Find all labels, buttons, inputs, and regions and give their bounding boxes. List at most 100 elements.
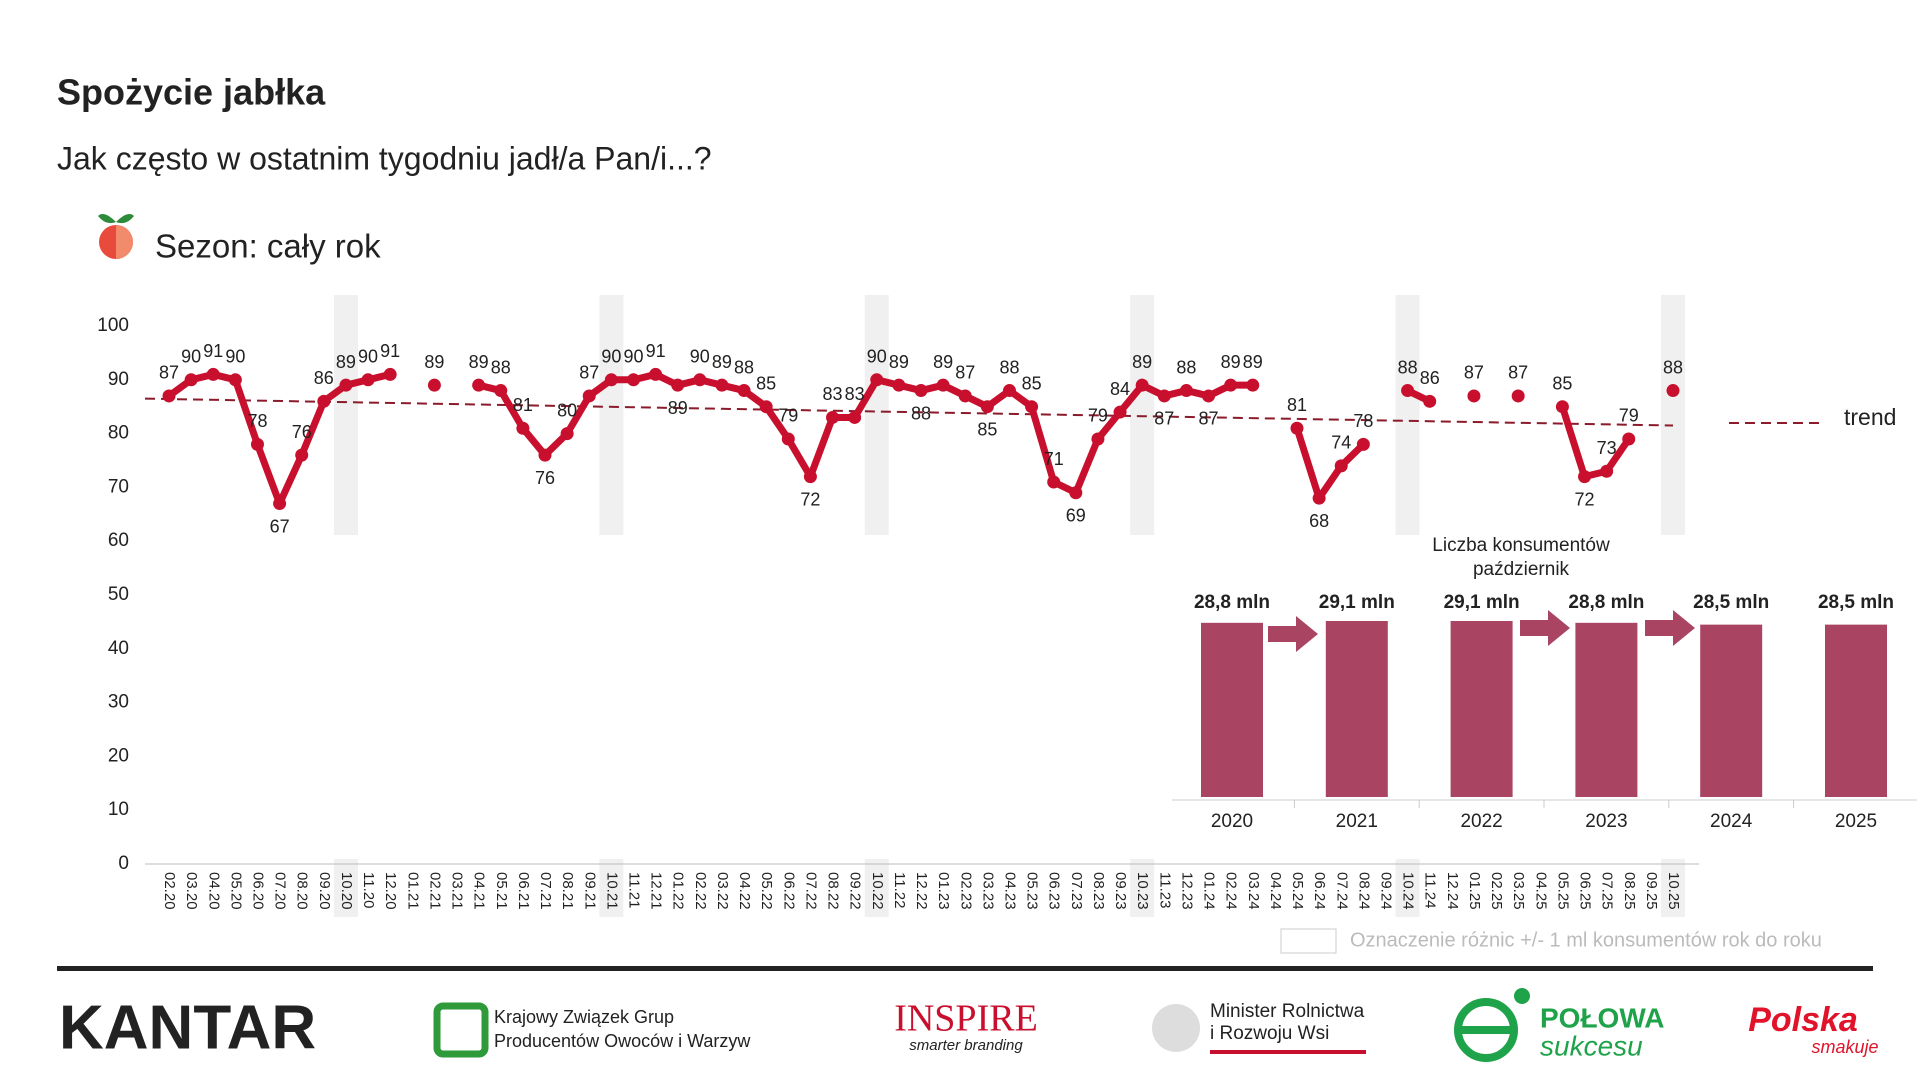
logo-polowa-line: POŁOWA [1540, 1002, 1664, 1033]
x-tick-label: 07.20 [272, 872, 289, 910]
data-label: 89 [424, 352, 444, 372]
x-tick-label: 03.24 [1245, 872, 1262, 910]
point [1047, 475, 1061, 489]
line-chart: 0 10 20 30 40 50 60 70 80 90 100 02.20 03.20 04.20 05.… [97, 295, 1896, 917]
x-tick-label: 04.25 [1532, 872, 1549, 910]
logo-minister-line: i Rozwoju Wsi [1210, 1023, 1329, 1044]
highlight-band [333, 295, 358, 535]
point [383, 367, 397, 381]
data-label: 85 [977, 419, 997, 439]
x-tick-label: 02.21 [426, 872, 443, 910]
data-label: 85 [756, 373, 776, 393]
y-tick-label: 60 [108, 530, 129, 551]
x-tick-label: 04.23 [1002, 872, 1019, 910]
point [1578, 470, 1592, 484]
data-label: 90 [867, 347, 887, 367]
data-label: 84 [1110, 379, 1130, 399]
data-label: 90 [225, 347, 245, 367]
highlight-band [1661, 295, 1685, 535]
x-tick-label: 06.21 [515, 872, 532, 910]
x-tick-label: 07.24 [1333, 872, 1350, 910]
data-label: 90 [358, 347, 378, 367]
x-tick-label: 07.21 [537, 872, 554, 910]
x-tick-label: 09.21 [581, 872, 598, 910]
x-tick-label: 04.24 [1267, 872, 1284, 910]
data-label: 80 [557, 400, 577, 420]
x-tick-label: 10.22 [869, 872, 886, 910]
point [1511, 389, 1525, 403]
logo-minister: Minister Rolnictwa i Rozwoju Wsi [1152, 1001, 1366, 1054]
trend-legend: trend [1844, 404, 1896, 430]
data-label: 88 [1176, 357, 1196, 377]
data-label: 90 [623, 347, 643, 367]
highlight-band [1661, 859, 1685, 917]
point [339, 378, 353, 392]
data-label: 81 [1287, 395, 1307, 415]
x-tick-label: 10.20 [338, 872, 355, 910]
y-tick-label: 70 [108, 476, 129, 497]
data-label: 90 [690, 347, 710, 367]
point [560, 427, 574, 441]
highlight-band [1395, 859, 1420, 917]
highlight-legend: Oznaczenie różnic +/- 1 ml konsumentów r… [1350, 929, 1822, 951]
logo-kzgp-line: Krajowy Związek Grup [494, 1007, 674, 1027]
data-label: 81 [513, 395, 533, 415]
data-label: 76 [292, 422, 312, 442]
x-tick-label: 02.23 [957, 872, 974, 910]
highlight-band [1395, 295, 1420, 535]
point [206, 367, 220, 381]
point [1025, 400, 1039, 414]
x-tick-label: 06.22 [780, 872, 797, 910]
data-label: 87 [1199, 409, 1219, 429]
point [1202, 389, 1216, 403]
point [626, 373, 640, 387]
x-tick-label: 05.23 [1024, 872, 1041, 910]
point [1600, 464, 1614, 478]
point [1246, 378, 1260, 392]
highlight-band [1130, 295, 1155, 535]
x-tick-label: 05.25 [1554, 872, 1571, 910]
inset-title: październik [1473, 559, 1570, 580]
x-tick-label: 09.23 [1112, 872, 1129, 910]
data-label: 87 [159, 363, 179, 383]
point [1666, 384, 1680, 398]
x-tick-label: 07.23 [1068, 872, 1085, 910]
y-tick-label: 90 [108, 369, 129, 390]
x-tick-label: 09.24 [1378, 872, 1395, 910]
data-label: 89 [1132, 352, 1152, 372]
x-tick-label: 04.22 [736, 872, 753, 910]
x-tick-label: 09.25 [1643, 872, 1660, 910]
point [1312, 491, 1326, 505]
point [759, 400, 773, 414]
x-tick-label: 05.24 [1289, 872, 1306, 910]
data-label: 78 [247, 411, 267, 431]
x-tick-label: 03.23 [979, 872, 996, 910]
data-label: 89 [1221, 352, 1241, 372]
data-label: 83 [823, 384, 843, 404]
point [1555, 400, 1569, 414]
x-tick-label: 10.25 [1665, 872, 1682, 910]
x-tick-label: 06.23 [1046, 872, 1063, 910]
data-label: 91 [380, 341, 400, 361]
x-tick-label: 11.20 [360, 872, 377, 908]
trend-line [144, 397, 1674, 427]
x-tick-label: 11.22 [891, 872, 908, 908]
bar [1825, 624, 1887, 797]
bar [1450, 621, 1513, 797]
point [1224, 378, 1238, 392]
x-tick-label: 01.22 [670, 872, 687, 910]
point [494, 384, 508, 398]
highlight-band [864, 859, 889, 917]
x-tick-label: 11.24 [1422, 872, 1439, 908]
point [870, 373, 884, 387]
data-label: 72 [800, 489, 820, 509]
x-tick-label: 12.23 [1178, 872, 1195, 910]
data-label: 90 [181, 347, 201, 367]
bar-label: 29,1 mln [1444, 592, 1520, 613]
data-label: 73 [1597, 438, 1617, 458]
logo-kzgp-line: Producentów Owoców i Warzyw [494, 1031, 751, 1051]
x-tick-label: 07.22 [802, 872, 819, 910]
inset-title: Liczba konsumentów [1432, 535, 1610, 556]
point [1113, 405, 1127, 419]
